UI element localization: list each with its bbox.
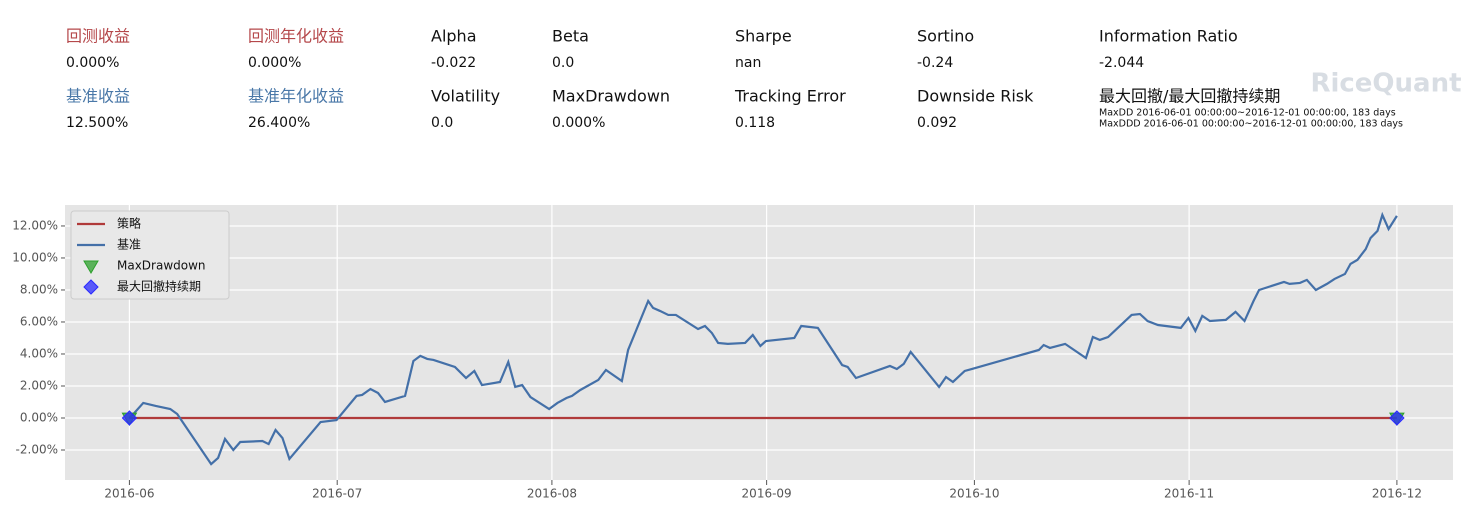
diamond-marker (1389, 410, 1405, 426)
metric-value: -2.044 (1099, 55, 1144, 71)
metric-label: Information Ratio (1099, 27, 1238, 46)
x-tick-label: 2016-07 (312, 487, 362, 501)
legend-label: 策略 (117, 216, 141, 231)
y-tick-label: 12.00% (12, 218, 58, 232)
metric-label: Sortino (917, 27, 974, 46)
metric-label: Tracking Error (734, 87, 846, 106)
metric-value: nan (735, 55, 761, 71)
legend-box (70, 210, 230, 300)
series-line (128, 211, 1398, 466)
metric-value: 0.000% (66, 55, 119, 71)
metric-value: -0.24 (917, 55, 953, 71)
x-tick-label: 2016-11 (1164, 487, 1214, 501)
legend-triangle (83, 260, 99, 274)
metric-value: 0.0 (431, 115, 453, 131)
metric-value: 0.092 (917, 115, 957, 131)
metric-value: -0.022 (431, 55, 476, 71)
watermark: RiceQuant (1310, 69, 1461, 99)
y-tick-label: 2.00% (20, 378, 58, 392)
y-tick-label: 4.00% (20, 346, 58, 360)
metric-value: 0.000% (552, 115, 605, 131)
y-tick-label: 8.00% (20, 282, 58, 296)
diamond-marker (121, 410, 138, 426)
metric-label: Downside Risk (917, 87, 1034, 106)
metric-label: Volatility (431, 87, 500, 106)
metric-label: Sharpe (735, 27, 792, 46)
metric-label: MaxDrawdown (552, 87, 670, 106)
metric-value: 12.500% (66, 115, 128, 131)
legend-diamond (83, 279, 99, 295)
x-tick-label: 2016-08 (527, 487, 577, 501)
x-tick-label: 2016-12 (1372, 487, 1422, 501)
metric-value: 26.400% (248, 115, 310, 131)
x-tick-label: 2016-09 (742, 487, 792, 501)
legend-label: 最大回撤持续期 (117, 279, 201, 294)
x-tick-label: 2016-06 (104, 487, 154, 501)
legend-label: 基准 (117, 238, 141, 252)
metric-label: 基准年化收益 (248, 87, 344, 106)
drawdown-note: MaxDD 2016-06-01 00:00:00~2016-12-01 00:… (1099, 108, 1396, 119)
metric-value: 0.000% (248, 55, 301, 71)
metric-label: 基准收益 (66, 87, 130, 106)
metric-value: 0.0 (552, 55, 574, 71)
metric-label: Beta (552, 27, 589, 46)
metric-value: 0.118 (735, 115, 775, 131)
y-tick-label: 10.00% (12, 250, 58, 264)
metric-label: 回测年化收益 (248, 27, 344, 46)
y-tick-label: -2.00% (16, 442, 58, 456)
y-tick-label: 6.00% (20, 314, 58, 328)
metric-label: 最大回撤/最大回撤持续期 (1099, 87, 1280, 106)
metric-label: 回测收益 (66, 27, 130, 46)
x-tick-label: 2016-10 (949, 487, 999, 501)
metric-label: Alpha (431, 27, 477, 46)
legend-label: MaxDrawdown (117, 259, 206, 273)
drawdown-note: MaxDDD 2016-06-01 00:00:00~2016-12-01 00… (1099, 119, 1403, 130)
y-tick-label: 0.00% (20, 410, 58, 424)
